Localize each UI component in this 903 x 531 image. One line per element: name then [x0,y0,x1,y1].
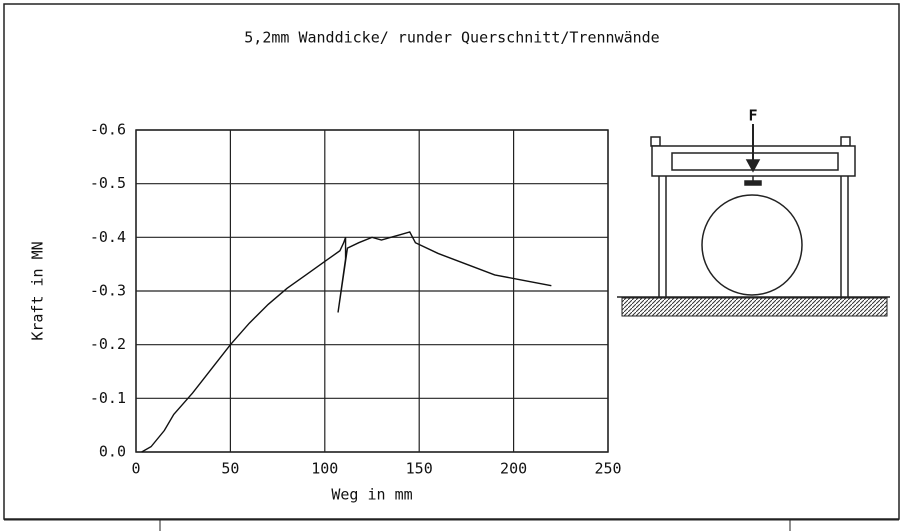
y-tick-label: -0.5 [90,174,126,192]
y-tick-label: -0.2 [90,335,126,353]
x-tick-label: 200 [500,460,527,478]
y-tick-label: -0.4 [90,228,126,246]
test-rig [617,124,890,317]
y-tick-label: -0.6 [90,121,126,139]
y-axis-label: Kraft in MN [29,241,47,340]
y-tick-label: -0.1 [90,389,126,407]
x-tick-label: 150 [406,460,433,478]
force-label: F [748,107,757,125]
x-tick-label: 0 [131,460,140,478]
chart-title: 5,2mm Wanddicke/ runder Querschnitt/Tren… [244,29,659,47]
x-tick-label: 250 [594,460,621,478]
y-tick-label: -0.3 [90,282,126,300]
frame [3,3,900,520]
x-tick-label: 50 [221,460,239,478]
x-axis-label: Weg in mm [331,486,412,504]
data-line [141,231,552,453]
x-tick-label: 100 [311,460,338,478]
y-tick-label: 0.0 [99,443,126,461]
